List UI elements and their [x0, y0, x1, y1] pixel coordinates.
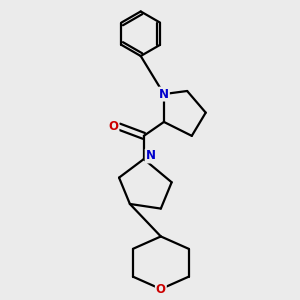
Text: O: O — [156, 283, 166, 296]
Text: O: O — [109, 120, 118, 133]
Text: N: N — [159, 88, 169, 100]
Text: N: N — [146, 149, 156, 163]
